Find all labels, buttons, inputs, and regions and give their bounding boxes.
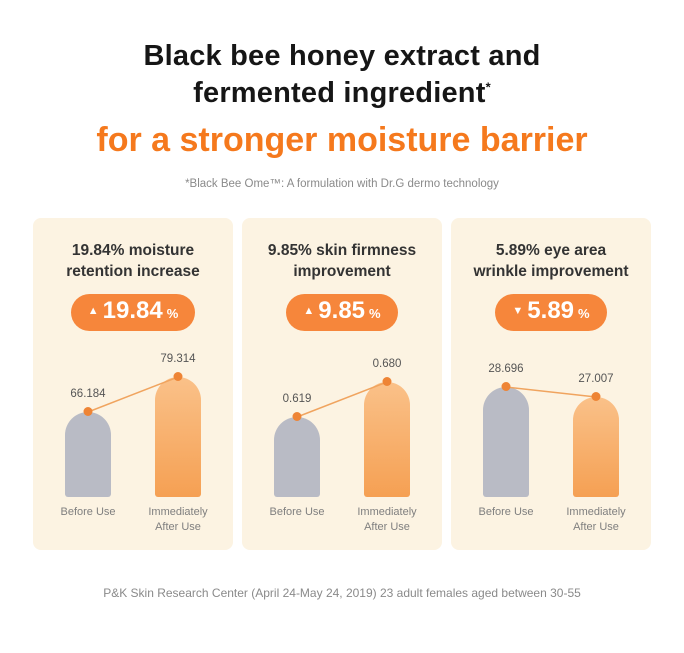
- card-heading: 5.89% eye area wrinkle improvement: [451, 240, 651, 283]
- bar-after: [573, 392, 619, 498]
- card-eye-wrinkle: 5.89% eye area wrinkle improvement ▼ 5.8…: [451, 217, 651, 550]
- bar-after: [364, 377, 410, 498]
- label-before-use: Before Use: [60, 506, 116, 519]
- footnote-mark: *: [485, 79, 491, 95]
- card-moisture-retention: 19.84% moisture retention increase ▲ 19.…: [33, 217, 233, 550]
- bar-chart: 0.619 0.680 Before Use Immediately: [252, 347, 432, 535]
- label-before-use: Before Use: [269, 506, 325, 519]
- bar-value-label: 27.007: [578, 373, 614, 386]
- bar-before: [274, 412, 320, 498]
- bars-row: 28.696 27.007: [461, 347, 641, 498]
- bar-value-label: 28.696: [488, 363, 524, 376]
- label-before-use: Before Use: [478, 506, 534, 519]
- label-after-use: Immediately After Use: [148, 506, 208, 534]
- card-heading: 19.84% moisture retention increase: [33, 240, 233, 283]
- axis-labels: Before Use Immediately After Use: [461, 505, 641, 535]
- badge-value: 19.84: [102, 297, 163, 325]
- page-title: Black bee honey extract and fermented in…: [0, 38, 684, 112]
- card-heading-line-2: wrinkle improvement: [473, 262, 629, 280]
- badge-unit: %: [369, 306, 381, 322]
- card-heading-line-1: 5.89% eye area: [495, 241, 607, 259]
- bar-before: [483, 382, 529, 498]
- data-point-dot: [173, 372, 183, 382]
- bar-value-label: 0.680: [372, 358, 402, 371]
- card-heading: 9.85% skin firmness improvement: [242, 240, 442, 283]
- page-subtitle: for a stronger moisture barrier: [96, 121, 588, 160]
- formulation-footnote: *Black Bee Ome™: A formulation with Dr.G…: [185, 177, 499, 190]
- bar-column-before: 28.696: [461, 347, 551, 498]
- card-heading-line-1: 19.84% moisture: [71, 241, 195, 259]
- bar-after: [155, 372, 201, 498]
- bar-before: [65, 407, 111, 498]
- bar-chart: 28.696 27.007 Before Use Immediatel: [461, 347, 641, 535]
- card-skin-firmness: 9.85% skin firmness improvement ▲ 9.85 %…: [242, 217, 442, 550]
- data-point-dot: [591, 392, 601, 402]
- bars-row: 0.619 0.680: [252, 347, 432, 498]
- bars-row: 66.184 79.314: [43, 347, 223, 498]
- bar-chart: 66.184 79.314 Before Use Immediatel: [43, 347, 223, 535]
- data-point-dot: [83, 407, 93, 417]
- badge-unit: %: [166, 306, 179, 322]
- change-badge: ▲ 19.84 %: [70, 294, 196, 332]
- change-badge: ▼ 5.89 %: [495, 294, 607, 332]
- result-cards-row: 19.84% moisture retention increase ▲ 19.…: [0, 217, 684, 550]
- study-caption: P&K Skin Research Center (April 24-May 2…: [103, 585, 581, 600]
- bar-column-before: 0.619: [252, 347, 342, 498]
- arrow-up-icon: ▲: [303, 305, 315, 318]
- bar-column-after: 0.680: [342, 347, 432, 498]
- data-point-dot: [501, 382, 511, 392]
- bar-column-after: 79.314: [133, 347, 223, 498]
- label-after-use: Immediately After Use: [566, 506, 626, 534]
- bar-column-before: 66.184: [43, 347, 133, 498]
- bar-value-label: 66.184: [70, 388, 106, 401]
- badge-value: 5.89: [527, 297, 575, 325]
- badge-value: 9.85: [318, 297, 366, 325]
- title-line-1: Black bee honey extract and: [143, 40, 541, 72]
- label-after-use: Immediately After Use: [357, 506, 417, 534]
- data-point-dot: [382, 377, 392, 387]
- badge-unit: %: [578, 306, 590, 322]
- card-heading-line-1: 9.85% skin firmness: [267, 241, 417, 259]
- arrow-up-icon: ▲: [87, 305, 99, 318]
- bar-value-label: 79.314: [160, 353, 196, 366]
- bar-column-after: 27.007: [551, 347, 641, 498]
- bar-value-label: 0.619: [282, 393, 312, 406]
- change-badge: ▲ 9.85 %: [286, 294, 398, 332]
- title-line-2: fermented ingredient: [193, 77, 486, 110]
- axis-labels: Before Use Immediately After Use: [252, 505, 432, 535]
- arrow-down-icon: ▼: [512, 305, 524, 318]
- data-point-dot: [292, 412, 302, 422]
- card-heading-line-2: retention increase: [66, 262, 200, 280]
- axis-labels: Before Use Immediately After Use: [43, 505, 223, 535]
- card-heading-line-2: improvement: [293, 262, 391, 280]
